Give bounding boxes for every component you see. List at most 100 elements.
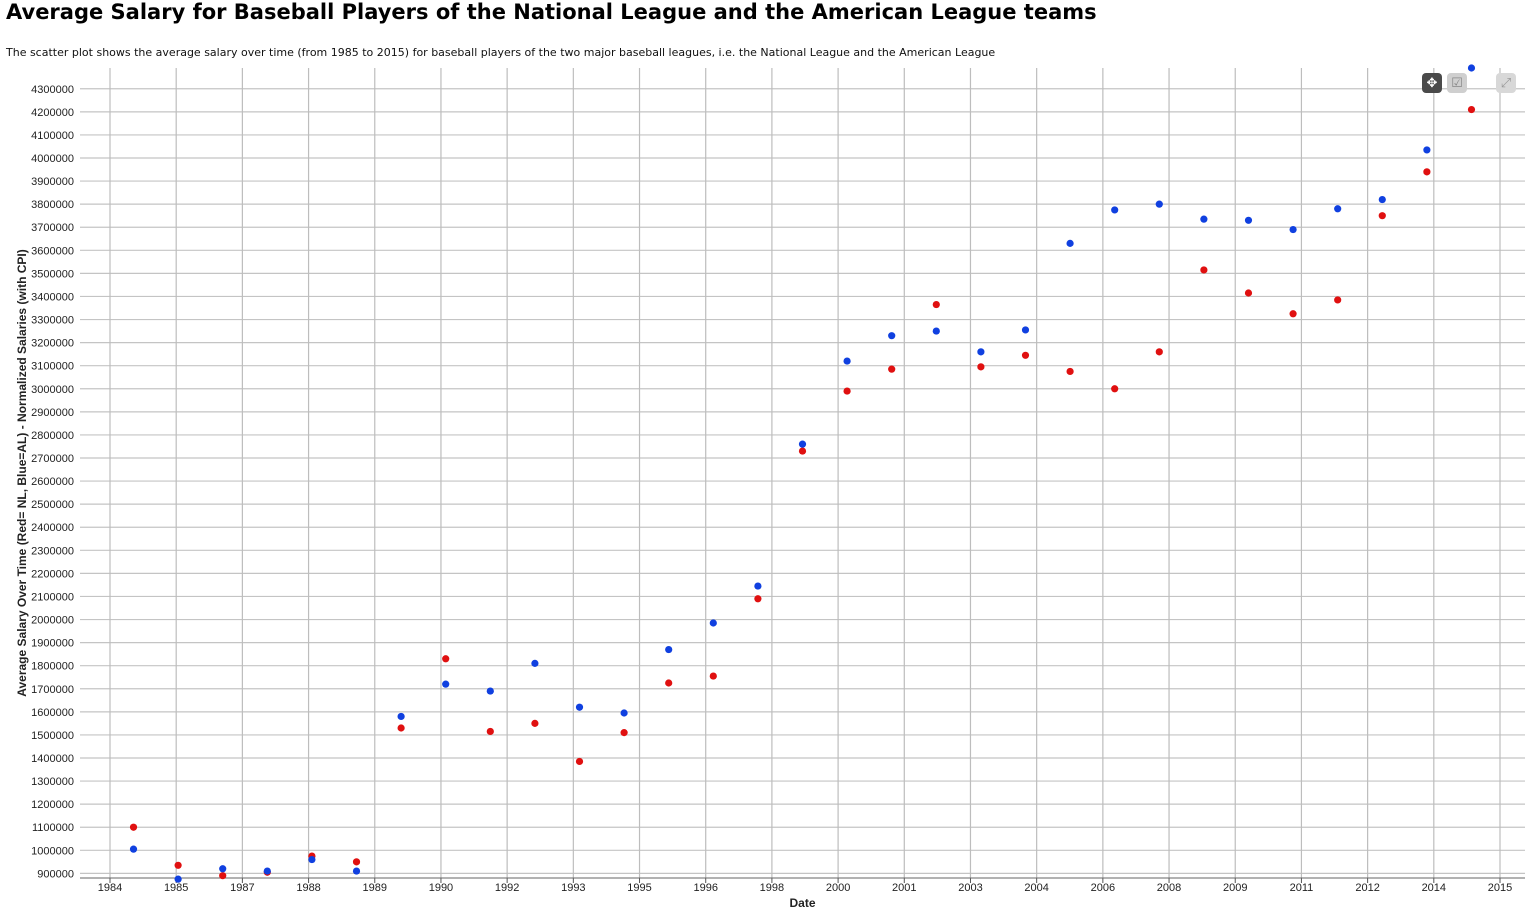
- x-tick-label: 2015: [1488, 882, 1512, 894]
- data-point-al: [1021, 326, 1030, 334]
- x-tick-label: 1993: [561, 882, 585, 894]
- y-tick-label: 1800000: [31, 661, 74, 673]
- data-point-nl: [174, 861, 182, 869]
- data-point-al: [665, 645, 673, 654]
- y-tick-label: 3800000: [31, 199, 74, 211]
- data-point-nl: [1200, 266, 1208, 274]
- y-tick-label: 2400000: [31, 522, 74, 534]
- data-point-al: [977, 348, 985, 356]
- x-tick-label: 1995: [627, 882, 651, 894]
- y-tick-label: 3100000: [31, 361, 74, 373]
- y-tick-label: 4200000: [31, 107, 74, 119]
- x-tick-label: 1998: [760, 882, 784, 894]
- data-point-al: [798, 440, 807, 448]
- data-point-al: [263, 867, 271, 875]
- data-point-nl: [531, 719, 539, 727]
- data-point-al: [932, 327, 940, 335]
- data-point-nl: [888, 365, 896, 373]
- x-tick-label: 2012: [1355, 882, 1379, 894]
- data-point-nl: [1378, 212, 1386, 220]
- x-tick-label: 1984: [98, 882, 122, 894]
- y-tick-label: 4000000: [31, 153, 74, 165]
- data-point-nl: [397, 724, 405, 732]
- x-tick-label: 1992: [495, 882, 519, 894]
- y-tick-label: 2300000: [31, 545, 74, 557]
- y-tick-label: 3400000: [31, 291, 74, 303]
- y-tick-label: 900000: [37, 868, 74, 880]
- y-axis-label: Average Salary Over Time (Red= NL, Blue=…: [15, 249, 29, 696]
- y-tick-label: 3900000: [31, 176, 74, 188]
- data-point-nl: [709, 672, 717, 680]
- x-tick-label: 2008: [1157, 882, 1181, 894]
- y-tick-label: 2900000: [31, 407, 74, 419]
- y-tick-label: 1700000: [31, 684, 74, 696]
- data-point-al: [709, 619, 717, 627]
- data-point-al: [308, 855, 316, 864]
- data-point-al: [397, 712, 405, 721]
- x-tick-label: 2000: [826, 882, 850, 894]
- select-icon[interactable]: ☑: [1447, 73, 1467, 93]
- y-tick-label: 3500000: [31, 268, 74, 280]
- data-point-nl: [932, 300, 940, 309]
- data-point-nl: [843, 387, 851, 395]
- data-point-al: [754, 582, 762, 590]
- data-point-al: [620, 709, 628, 717]
- data-point-nl: [977, 363, 985, 371]
- x-tick-label: 1990: [429, 882, 453, 894]
- data-point-al: [1066, 239, 1074, 247]
- data-point-al: [129, 845, 138, 853]
- chart-subtitle: The scatter plot shows the average salar…: [6, 46, 996, 59]
- y-tick-label: 2200000: [31, 568, 74, 580]
- data-point-nl: [486, 727, 494, 736]
- x-tick-label: 1988: [296, 882, 320, 894]
- data-point-al: [1111, 206, 1119, 214]
- data-point-nl: [754, 595, 762, 603]
- y-tick-label: 3200000: [31, 338, 74, 350]
- expand-icon[interactable]: ⤢: [1496, 73, 1516, 93]
- data-point-nl: [1155, 348, 1163, 356]
- y-tick-label: 4300000: [31, 84, 74, 96]
- data-point-al: [575, 703, 584, 711]
- x-tick-label: 1989: [363, 882, 387, 894]
- y-tick-label: 3300000: [31, 315, 74, 327]
- y-tick-label: 2500000: [31, 499, 74, 511]
- y-tick-label: 1600000: [31, 707, 74, 719]
- data-point-al: [843, 357, 851, 365]
- data-point-al: [442, 680, 450, 688]
- data-point-al: [1334, 205, 1342, 213]
- data-point-al: [531, 659, 539, 667]
- y-tick-label: 3000000: [31, 384, 74, 396]
- y-tick-label: 1000000: [31, 845, 74, 857]
- chart-title: Average Salary for Baseball Players of t…: [6, 0, 1097, 24]
- move-icon[interactable]: ✥: [1422, 73, 1442, 93]
- data-point-al: [1289, 225, 1297, 234]
- data-point-nl: [1111, 385, 1119, 393]
- data-point-al: [1423, 146, 1431, 154]
- y-tick-label: 2600000: [31, 476, 74, 488]
- y-tick-label: 1300000: [31, 776, 74, 788]
- x-tick-label: 2011: [1290, 882, 1314, 894]
- data-point-nl: [352, 858, 361, 866]
- data-point-nl: [665, 679, 673, 687]
- x-axis-label: Date: [789, 896, 815, 910]
- x-tick-label: 1987: [230, 882, 254, 894]
- data-point-nl: [798, 447, 807, 455]
- data-point-nl: [1021, 351, 1030, 359]
- data-point-al: [1467, 64, 1476, 72]
- data-point-al: [1378, 195, 1386, 204]
- data-point-al: [486, 687, 494, 695]
- x-tick-label: 2003: [958, 882, 982, 894]
- data-point-nl: [1289, 310, 1297, 318]
- x-tick-label: 2009: [1223, 882, 1247, 894]
- data-point-nl: [1244, 289, 1253, 297]
- y-tick-label: 3600000: [31, 245, 74, 257]
- data-point-al: [1155, 200, 1163, 208]
- y-tick-label: 1200000: [31, 799, 74, 811]
- y-tick-label: 1500000: [31, 730, 74, 742]
- y-tick-label: 1100000: [32, 822, 74, 834]
- data-point-nl: [442, 655, 450, 663]
- data-point-al: [352, 867, 361, 875]
- data-point-nl: [219, 872, 227, 880]
- x-tick-label: 2001: [892, 882, 916, 894]
